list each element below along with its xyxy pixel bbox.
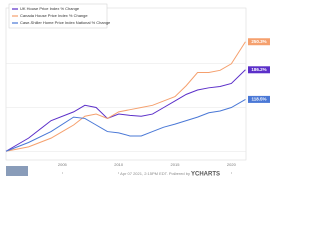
legend-label: UK House Price Index % Change — [20, 6, 80, 11]
end-label: 186.2% — [251, 67, 266, 72]
series-line — [5, 41, 246, 152]
end-label: 250.3% — [251, 39, 266, 44]
x-tick-label: 2005 — [58, 162, 68, 167]
series-line — [5, 69, 246, 152]
brand: YCHARTS — [191, 172, 220, 178]
x-tick-label: 2020 — [227, 162, 237, 167]
end-label-box — [248, 95, 270, 103]
x-tick-label: 2015 — [171, 162, 181, 167]
series-line — [5, 98, 246, 152]
end-label-box — [248, 38, 270, 46]
legend-label: Case-Shiller Home Price Index National %… — [20, 20, 111, 25]
end-label-box — [248, 66, 270, 74]
legend-box — [8, 3, 108, 29]
legend: UK House Price Index % Change Canada Hous… — [8, 3, 111, 29]
end-label: 118.5% — [251, 97, 266, 102]
chart: Apr 07 2021, 2:15PM EDT. Powered by YCHA… — [0, 0, 278, 182]
x-tick-label: 2010 — [114, 162, 124, 167]
plot-border — [5, 7, 247, 161]
logo-mark — [6, 166, 28, 176]
background — [0, 0, 278, 182]
legend-label: Canada House Price Index % Change — [20, 13, 88, 18]
footer: Apr 07 2021, 2:15PM EDT. Powered by — [120, 171, 190, 176]
logo — [6, 166, 28, 176]
